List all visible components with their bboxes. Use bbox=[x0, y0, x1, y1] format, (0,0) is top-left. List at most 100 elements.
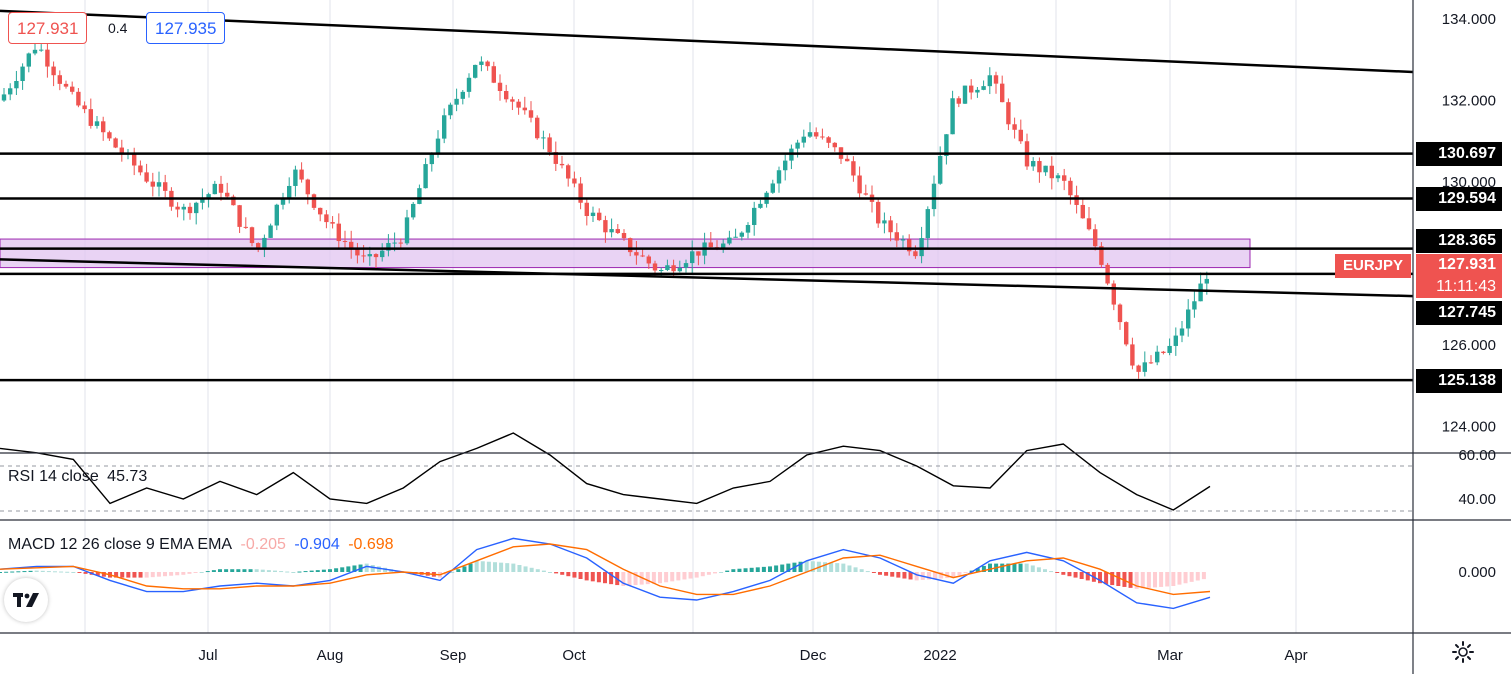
macd-histogram-bar bbox=[346, 566, 351, 572]
candle-body bbox=[590, 212, 596, 217]
candle-body bbox=[57, 75, 62, 84]
candle-body bbox=[919, 238, 924, 257]
macd-histogram-bar bbox=[1067, 572, 1072, 577]
macd-histogram-bar bbox=[951, 572, 956, 578]
level-tag: 128.365 bbox=[1416, 229, 1502, 253]
candle-body bbox=[535, 117, 540, 139]
macd-histogram-bar bbox=[560, 572, 565, 575]
macd-histogram-bar bbox=[688, 572, 693, 579]
rsi-legend: RSI 14 close 45.73 bbox=[8, 468, 151, 486]
macd-histogram-bar bbox=[1049, 571, 1054, 573]
rsi-line bbox=[0, 432, 1211, 511]
macd-histogram-bar bbox=[53, 571, 57, 573]
macd-histogram-bar bbox=[578, 572, 583, 579]
candle-body bbox=[82, 105, 87, 110]
candle-body bbox=[659, 269, 664, 271]
candle-body bbox=[51, 66, 56, 76]
macd-histogram-bar bbox=[529, 567, 534, 572]
candle-body bbox=[144, 172, 149, 182]
candle-body bbox=[888, 220, 893, 233]
rsi-pane bbox=[0, 432, 1413, 512]
upper-trendline bbox=[0, 9, 1414, 74]
macd-histogram-bar bbox=[847, 565, 852, 572]
macd-histogram-bar bbox=[71, 572, 76, 573]
macd-histogram-bar bbox=[755, 567, 760, 572]
candle-body bbox=[857, 175, 862, 194]
macd-histogram-bar bbox=[120, 572, 125, 578]
macd-histogram-bar bbox=[40, 570, 45, 572]
macd-histogram-bar bbox=[523, 566, 528, 572]
time-axis-label: Aug bbox=[317, 647, 344, 664]
candle-body bbox=[1037, 161, 1042, 173]
macd-histogram-bar bbox=[224, 569, 229, 572]
macd-histogram-bar bbox=[493, 562, 497, 572]
macd-histogram-bar bbox=[132, 572, 137, 578]
macd-histogram-bar bbox=[1165, 572, 1170, 587]
candle-body bbox=[665, 265, 670, 270]
macd-histogram-bar bbox=[1098, 572, 1102, 584]
macd-histogram-bar bbox=[902, 572, 907, 579]
macd-histogram-bar bbox=[865, 571, 870, 573]
tradingview-logo-icon[interactable] bbox=[4, 578, 48, 622]
time-axis-label: Dec bbox=[800, 647, 827, 664]
candle-body bbox=[832, 142, 837, 148]
grid-lines bbox=[84, 0, 1297, 633]
candle-body bbox=[609, 229, 614, 233]
candle-body bbox=[1055, 175, 1061, 179]
macd-histogram-bar bbox=[706, 572, 711, 575]
macd-histogram-bar bbox=[211, 570, 216, 572]
candle-body bbox=[621, 233, 627, 239]
candle-body bbox=[1192, 301, 1197, 310]
macd-histogram-bar bbox=[1104, 572, 1109, 585]
candle-body bbox=[150, 181, 155, 187]
candle-body bbox=[752, 207, 757, 225]
macd-histogram-bar bbox=[841, 563, 846, 572]
candle-body bbox=[559, 163, 565, 166]
gear-icon[interactable] bbox=[1451, 640, 1475, 664]
candle-body bbox=[237, 205, 242, 227]
macd-histogram-bar bbox=[780, 564, 785, 572]
candle-body bbox=[398, 242, 403, 244]
candle-body bbox=[640, 255, 645, 257]
candle-body bbox=[652, 263, 658, 271]
zone-layer bbox=[0, 238, 1251, 269]
price-candles bbox=[1, 38, 1209, 379]
candle-body bbox=[491, 66, 496, 83]
candle-body bbox=[26, 53, 31, 67]
candle-body bbox=[293, 169, 298, 186]
macd-histogram-bar bbox=[303, 571, 308, 573]
macd-histogram-bar bbox=[376, 566, 381, 572]
candle-body bbox=[1049, 165, 1054, 179]
candle-body bbox=[454, 98, 459, 105]
candle-body bbox=[311, 194, 317, 208]
candle-body bbox=[20, 66, 25, 81]
candle-body bbox=[45, 49, 50, 67]
candle-body bbox=[1080, 204, 1085, 219]
macd-histogram-bar bbox=[596, 572, 601, 583]
candle-body bbox=[417, 188, 422, 204]
bid-box[interactable]: 127.931 bbox=[8, 12, 88, 44]
macd-histogram-bar bbox=[199, 572, 204, 573]
candle-body bbox=[677, 267, 682, 272]
macd-histogram-bar bbox=[535, 569, 540, 572]
candle-body bbox=[1111, 283, 1116, 305]
macd-histogram-bar bbox=[334, 568, 339, 572]
candle-body bbox=[801, 136, 806, 143]
candle-body bbox=[181, 206, 186, 210]
macd-histogram-bar bbox=[279, 571, 284, 573]
candle-body bbox=[373, 254, 379, 258]
candle-body bbox=[938, 155, 943, 184]
rsi-axis-tick: 40.00 bbox=[1458, 491, 1496, 508]
candle-body bbox=[863, 193, 868, 195]
macd-histogram-bar bbox=[633, 572, 638, 586]
macd-histogram-bar bbox=[737, 568, 742, 572]
candle-body bbox=[268, 225, 273, 238]
macd-histogram-bar bbox=[829, 562, 834, 572]
candle-body bbox=[1142, 362, 1147, 372]
candle-body bbox=[956, 98, 961, 104]
ask-box[interactable]: 127.935 bbox=[146, 12, 226, 44]
candle-body bbox=[386, 243, 391, 251]
macd-histogram-bar bbox=[933, 572, 937, 579]
ask-price: 127.935 bbox=[155, 19, 217, 38]
